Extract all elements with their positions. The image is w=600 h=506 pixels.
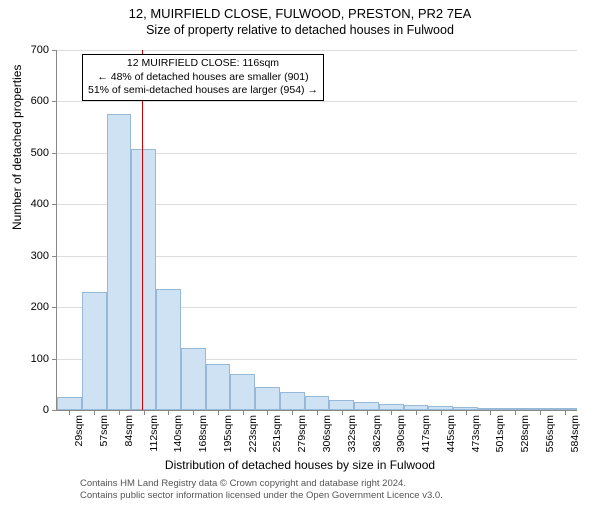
ytick-mark [52,50,57,51]
ytick-label: 700 [9,44,49,56]
ytick-mark [52,256,57,257]
xtick-label: 473sqm [470,415,482,460]
xtick-mark [565,410,566,415]
xtick-mark [466,410,467,415]
gridline [57,101,577,102]
ytick-label: 500 [9,147,49,159]
histogram-plot: 010020030040050060070029sqm57sqm84sqm112… [56,50,577,411]
xtick-label: 57sqm [98,415,110,460]
histogram-bar [107,114,132,410]
histogram-bar [131,149,156,410]
xtick-mark [342,410,343,415]
ytick-label: 300 [9,250,49,262]
xtick-label: 140sqm [172,415,184,460]
ytick-mark [52,204,57,205]
ytick-label: 400 [9,198,49,210]
xtick-label: 584sqm [569,415,581,460]
xtick-label: 306sqm [321,415,333,460]
xtick-mark [119,410,120,415]
xtick-mark [69,410,70,415]
xtick-label: 251sqm [271,415,283,460]
xtick-mark [94,410,95,415]
xtick-mark [515,410,516,415]
xtick-label: 223sqm [247,415,259,460]
ytick-mark [52,359,57,360]
annotation-box: 12 MUIRFIELD CLOSE: 116sqm ← 48% of deta… [82,54,324,101]
ytick-mark [52,101,57,102]
xtick-mark [416,410,417,415]
xtick-label: 332sqm [346,415,358,460]
xtick-mark [168,410,169,415]
histogram-bar [181,348,206,410]
ytick-label: 200 [9,301,49,313]
ytick-label: 600 [9,95,49,107]
histogram-bar [305,396,330,410]
xtick-mark [193,410,194,415]
histogram-bar [206,364,231,410]
histogram-bar [354,402,379,410]
xtick-mark [540,410,541,415]
xtick-label: 556sqm [544,415,556,460]
histogram-bar [82,292,107,410]
xtick-mark [490,410,491,415]
xtick-label: 279sqm [296,415,308,460]
histogram-bar [255,387,280,410]
xtick-label: 112sqm [148,415,160,460]
histogram-bar [156,289,181,410]
xtick-label: 168sqm [197,415,209,460]
xtick-label: 528sqm [519,415,531,460]
gridline [57,50,577,51]
xtick-label: 195sqm [222,415,234,460]
chart-area: 010020030040050060070029sqm57sqm84sqm112… [56,50,576,410]
ytick-mark [52,307,57,308]
page-title: 12, MUIRFIELD CLOSE, FULWOOD, PRESTON, P… [0,6,600,21]
ytick-mark [52,153,57,154]
xtick-label: 390sqm [395,415,407,460]
xtick-mark [441,410,442,415]
xtick-mark [367,410,368,415]
xtick-label: 84sqm [123,415,135,460]
footer-line-1: Contains HM Land Registry data © Crown c… [80,478,443,490]
page-subtitle: Size of property relative to detached ho… [0,23,600,37]
property-marker-line [142,50,143,410]
ytick-label: 0 [9,404,49,416]
x-axis-label: Distribution of detached houses by size … [0,458,600,472]
annotation-line-3: 51% of semi-detached houses are larger (… [88,84,318,98]
xtick-mark [144,410,145,415]
xtick-mark [267,410,268,415]
ytick-label: 100 [9,353,49,365]
xtick-label: 501sqm [494,415,506,460]
histogram-bar [57,397,82,410]
xtick-label: 417sqm [420,415,432,460]
xtick-mark [218,410,219,415]
histogram-bar [329,400,354,410]
xtick-label: 445sqm [445,415,457,460]
histogram-bar [280,392,305,410]
annotation-line-1: 12 MUIRFIELD CLOSE: 116sqm [88,57,318,71]
ytick-mark [52,410,57,411]
xtick-mark [243,410,244,415]
xtick-mark [391,410,392,415]
xtick-mark [317,410,318,415]
xtick-mark [292,410,293,415]
footer-attribution: Contains HM Land Registry data © Crown c… [80,478,443,502]
annotation-line-2: ← 48% of detached houses are smaller (90… [88,71,318,85]
xtick-label: 362sqm [371,415,383,460]
xtick-label: 29sqm [73,415,85,460]
histogram-bar [230,374,255,410]
